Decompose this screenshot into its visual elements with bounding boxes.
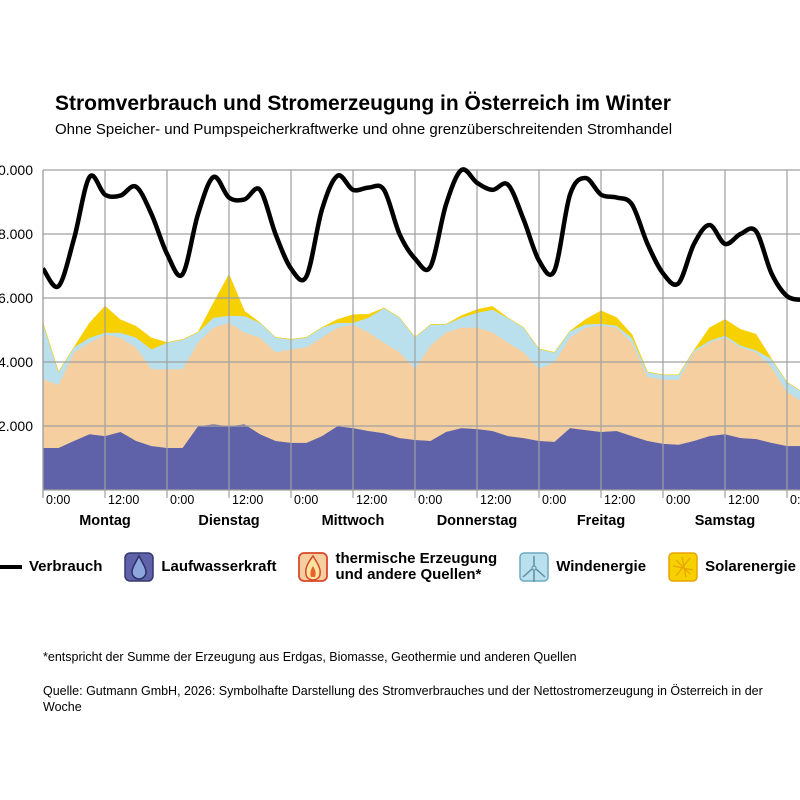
y-tick-label: 2.000	[0, 418, 33, 434]
sun-icon	[668, 552, 698, 582]
legend-item-solarenergie: Solarenergie	[668, 552, 796, 582]
x-tick-label: 12:00	[232, 493, 263, 507]
day-label: Dienstag	[198, 513, 259, 529]
x-tick-label: 0:00	[542, 493, 566, 507]
x-tick-label: 0:00	[46, 493, 70, 507]
day-label: Donnerstag	[437, 513, 518, 529]
y-tick-label: 8.000	[0, 226, 33, 242]
area-solarenergie	[43, 273, 800, 391]
line-verbrauch	[43, 167, 800, 302]
water-drop-icon	[124, 552, 155, 582]
x-tick-label: 12:00	[356, 493, 387, 507]
x-tick-label: 0:00	[170, 493, 194, 507]
day-label: Mittwoch	[322, 513, 385, 529]
x-tick-label: 0:00	[666, 493, 690, 507]
legend: Verbrauch Laufwasserkraft thermische Erz…	[0, 551, 796, 583]
x-tick-label: 12:00	[728, 493, 759, 507]
source-note: Quelle: Gutmann GmbH, 2026: Symbolhafte …	[43, 684, 763, 714]
x-tick-label: 0:00	[418, 493, 442, 507]
x-tick-label: 12:00	[604, 493, 635, 507]
chart-title: Stromverbrauch und Stromerzeugung in Öst…	[55, 92, 671, 115]
x-tick-label: 0:	[790, 493, 800, 507]
day-label: Montag	[79, 513, 131, 529]
y-tick-label: 6.000	[0, 290, 33, 306]
legend-item-verbrauch: Verbrauch	[0, 559, 102, 575]
flame-icon	[298, 552, 329, 582]
day-label: Samstag	[695, 513, 755, 529]
wind-turbine-icon	[519, 552, 549, 582]
legend-label: Laufwasserkraft	[161, 558, 277, 575]
y-tick-label: 10.000	[0, 162, 33, 178]
chart-subtitle: Ohne Speicher- und Pumpspeicherkraftwerk…	[55, 121, 673, 138]
line-icon	[0, 565, 22, 569]
chart: 2.000 4.000 6.000 8.000 10.000 0:00 12:00 0:00 1…	[0, 162, 800, 529]
y-tick-label: 4.000	[0, 354, 33, 370]
legend-label: Windenergie	[556, 558, 647, 575]
x-tick-label: 12:00	[480, 493, 511, 507]
legend-label: Verbrauch	[29, 558, 103, 575]
day-label: Freitag	[577, 513, 625, 529]
x-tick-label: 0:00	[294, 493, 318, 507]
x-tick-label: 12:00	[108, 493, 139, 507]
legend-item-thermisch: thermische Erzeugung und andere Quellen*	[298, 551, 497, 583]
footnote: *entspricht der Summe der Erzeugung aus …	[43, 650, 577, 664]
legend-label: thermische Erzeugung und andere Quellen*	[335, 550, 498, 583]
legend-label: Solarenergie	[705, 558, 796, 575]
legend-item-laufwasserkraft: Laufwasserkraft	[124, 552, 276, 582]
legend-item-windenergie: Windenergie	[519, 552, 646, 582]
